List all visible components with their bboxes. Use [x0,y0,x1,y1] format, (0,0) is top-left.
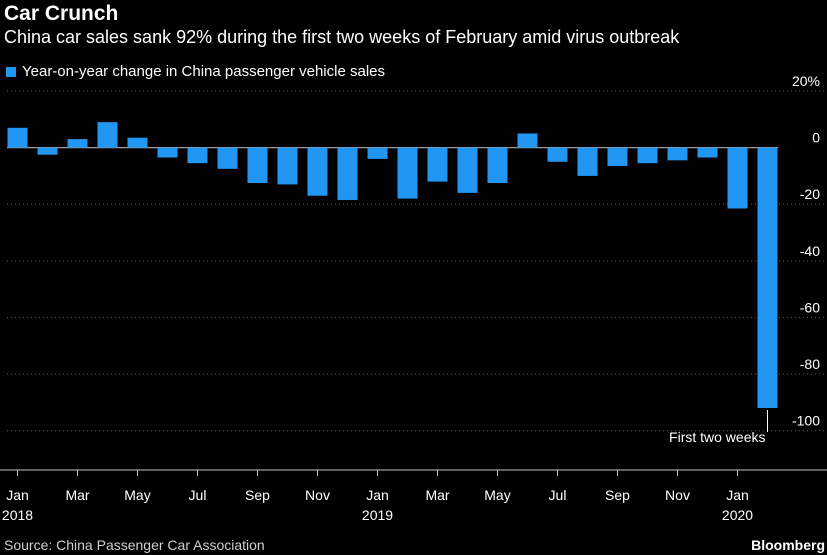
bar [667,147,688,161]
y-tick-label: 20% [792,73,820,89]
bar [697,147,718,158]
x-tick-label: Sep [245,487,270,503]
bar [367,147,388,159]
bar [727,147,748,209]
bar [217,147,238,169]
chart-subtitle: China car sales sank 92% during the firs… [4,27,680,47]
legend-label: Year-on-year change in China passenger v… [22,63,386,80]
x-tick-year-label: 2020 [722,507,753,523]
bar [37,147,58,155]
axes [0,469,827,476]
x-tick-year-label: 2018 [2,507,33,523]
bar [187,147,208,164]
x-tick-label: Jan [726,487,749,503]
bar [487,147,508,183]
bar [307,147,328,196]
bar [547,147,568,162]
bar [757,147,778,409]
brand-logo: Bloomberg [751,537,825,553]
bar [607,147,628,167]
x-tick-year-label: 2019 [362,507,393,523]
x-tick-label: May [484,487,510,503]
x-tick-label: Nov [665,487,690,503]
x-tick-label: Jan [6,487,29,503]
x-tick-label: Jul [549,487,567,503]
bar [7,127,28,148]
y-tick-label: -40 [800,243,820,259]
x-tick-label: Mar [425,487,449,503]
bar [67,139,88,148]
x-tick-label: Jan [366,487,389,503]
chart-title: Car Crunch [4,2,119,25]
bar [277,147,298,185]
bar [127,137,148,148]
bar [427,147,448,182]
x-tick-label: May [124,487,150,503]
bar [337,147,358,200]
legend-swatch [6,67,16,77]
x-tick-label: Mar [65,487,89,503]
x-tick-label: Jul [189,487,207,503]
bar [637,147,658,164]
tick-labels: 20% 0 -20 -40 -60 -80 -100 Jan 2018 Mar May Jul Sep N… [2,73,820,523]
bar [97,122,118,148]
bar [577,147,598,176]
y-tick-label: -20 [800,186,820,202]
source-note: Source: China Passenger Car Association [4,537,265,553]
bar [157,147,178,158]
bar [247,147,268,183]
y-tick-label: -60 [800,299,820,315]
bar [457,147,478,193]
x-tick-label: Nov [305,487,330,503]
y-tick-label: 0 [812,130,820,146]
legend: Year-on-year change in China passenger v… [6,63,385,81]
annotation-label: First two weeks [669,429,765,445]
bar [517,133,538,148]
x-tick-label: Sep [605,487,630,503]
y-tick-label: -80 [800,356,820,372]
bar [397,147,418,199]
bars [7,122,778,409]
y-tick-label: -100 [792,413,820,429]
